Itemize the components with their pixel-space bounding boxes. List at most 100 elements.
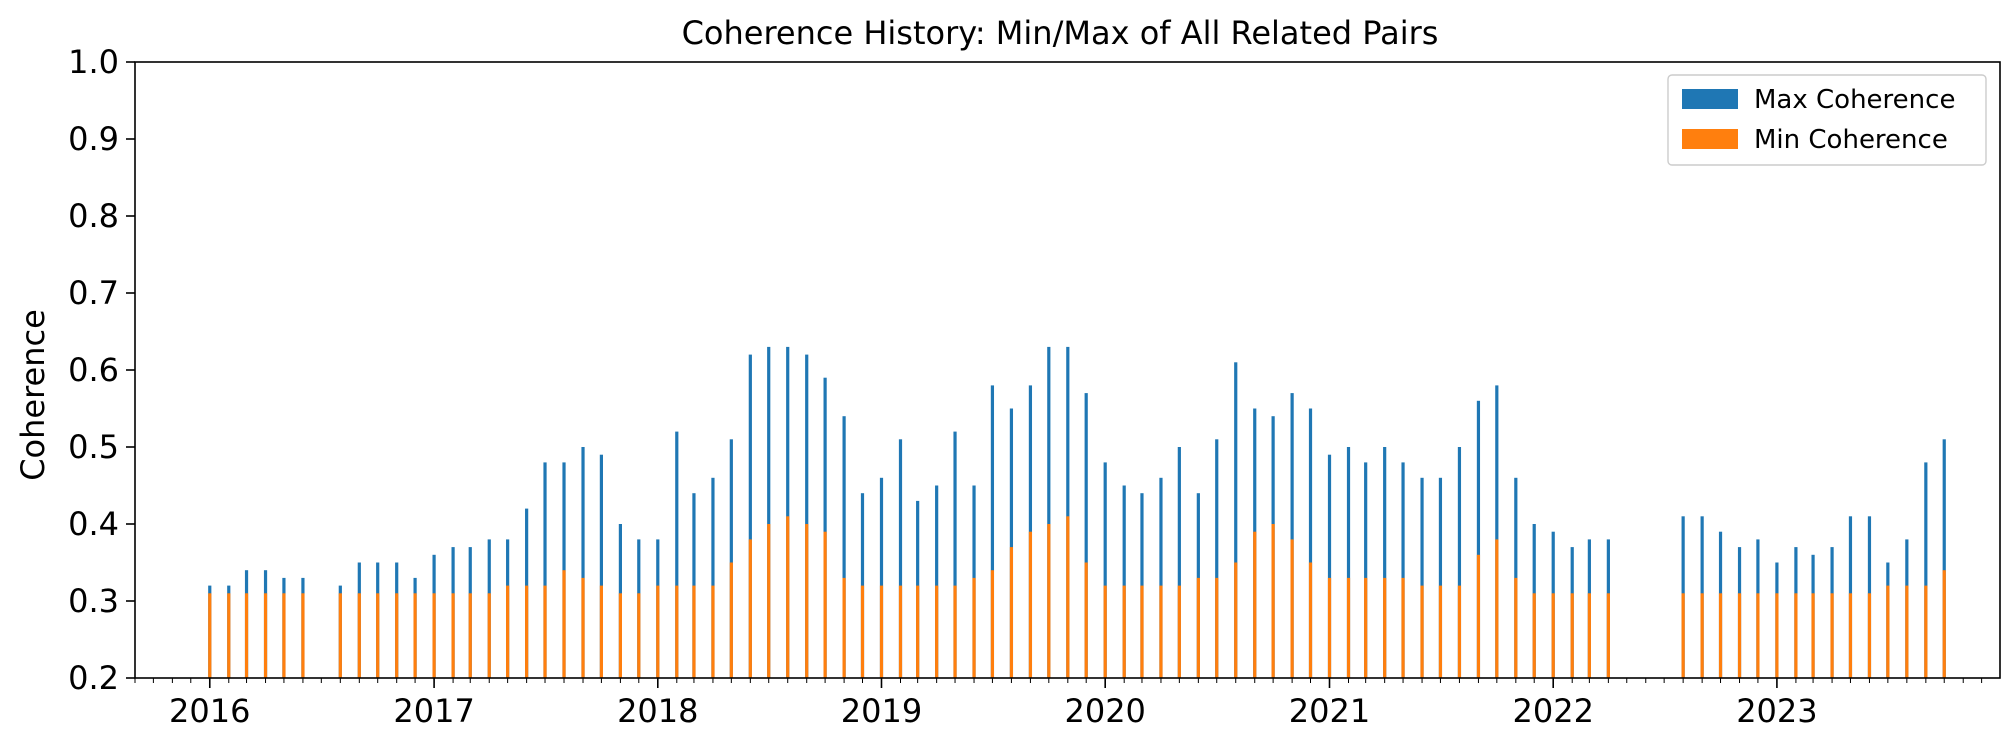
min-coherence-bar <box>1420 585 1424 678</box>
min-coherence-bar <box>675 585 679 678</box>
max-coherence-bar <box>748 354 752 678</box>
min-coherence-bar <box>432 593 436 678</box>
max-coherence-bar <box>1308 408 1313 678</box>
y-tick-label: 0.5 <box>68 428 119 466</box>
max-coherence-bar <box>1009 408 1014 678</box>
min-coherence-bar <box>543 585 547 678</box>
max-coherence-bar <box>1103 462 1107 678</box>
min-coherence-bar <box>1383 577 1387 678</box>
min-coherence-bar <box>395 593 399 678</box>
min-coherence-bar <box>1009 547 1014 678</box>
min-coherence-bar <box>842 577 846 678</box>
min-coherence-bar <box>1830 593 1834 678</box>
min-coherence-bar <box>1794 593 1798 678</box>
max-coherence-bar <box>1401 462 1405 678</box>
min-coherence-bar <box>1401 577 1405 678</box>
min-coherence-bar <box>729 562 733 678</box>
x-tick-label: 2020 <box>1064 692 1145 730</box>
max-coherence-bar <box>729 439 733 678</box>
min-coherence-bar <box>282 593 286 678</box>
max-coherence-bar <box>599 454 603 678</box>
max-coherence-bar <box>1420 477 1424 678</box>
min-coherence-bar <box>1215 577 1219 678</box>
min-coherence-bar <box>953 585 957 678</box>
legend-label: Max Coherence <box>1754 85 1955 115</box>
max-coherence-bar <box>823 377 827 678</box>
min-coherence-bar <box>581 577 585 678</box>
max-coherence-bar <box>1215 439 1219 678</box>
max-coherence-bar <box>990 385 995 678</box>
min-coherence-bar <box>227 593 231 678</box>
max-coherence-bar <box>898 439 903 678</box>
y-tick-label: 1.0 <box>68 43 119 81</box>
min-coherence-bar <box>1681 593 1685 678</box>
min-coherence-bar <box>487 593 491 678</box>
min-coherence-bar <box>1570 593 1574 678</box>
x-tick-label: 2022 <box>1512 692 1593 730</box>
min-coherence-bar <box>1308 562 1313 678</box>
min-coherence-bar <box>1848 593 1853 678</box>
max-coherence-bar <box>1457 447 1462 678</box>
min-coherence-bar <box>618 593 622 678</box>
min-coherence-bar <box>879 585 884 678</box>
min-coherence-bar <box>692 585 696 678</box>
min-coherence-bar <box>1047 524 1051 678</box>
x-tick-label: 2017 <box>393 692 474 730</box>
min-coherence-bar <box>413 593 417 678</box>
min-coherence-bar <box>263 593 268 678</box>
legend-swatch <box>1682 89 1738 109</box>
min-coherence-bar <box>1159 585 1163 678</box>
max-coherence-bar <box>842 416 846 678</box>
min-coherence-bar <box>357 593 361 678</box>
min-coherence-bar <box>1587 593 1591 678</box>
min-coherence-bar <box>1700 593 1704 678</box>
min-coherence-bar <box>637 593 641 678</box>
y-tick-label: 0.6 <box>68 351 119 389</box>
max-coherence-bar <box>1383 447 1387 678</box>
max-coherence-bar <box>1346 447 1351 678</box>
min-coherence-bar <box>1942 570 1946 678</box>
min-coherence-bar <box>1905 585 1909 678</box>
min-coherence-bar <box>1177 585 1181 678</box>
min-coherence-bar <box>1253 531 1257 678</box>
chart-title: Coherence History: Min/Max of All Relate… <box>682 14 1439 52</box>
max-coherence-bar <box>1159 477 1163 678</box>
max-coherence-bar <box>543 462 547 678</box>
legend-box <box>1667 74 1987 166</box>
max-coherence-bar <box>1476 400 1481 678</box>
max-coherence-bar <box>879 477 884 678</box>
min-coherence-bar <box>1290 539 1294 678</box>
max-coherence-bar <box>675 431 679 678</box>
min-coherence-bar <box>1886 585 1890 678</box>
min-coherence-bar <box>451 593 455 678</box>
min-coherence-bar <box>1867 593 1872 678</box>
max-coherence-bar <box>1495 385 1499 678</box>
min-coherence-bar <box>244 593 249 678</box>
min-coherence-bar <box>1234 562 1238 678</box>
min-coherence-bar <box>916 585 920 678</box>
min-coherence-bar <box>1140 585 1144 678</box>
x-tick-label: 2019 <box>841 692 922 730</box>
max-coherence-bar <box>1327 454 1332 678</box>
min-coherence-bar <box>1495 539 1499 678</box>
max-coherence-bar <box>1438 477 1443 678</box>
min-coherence-bar <box>860 585 865 678</box>
min-coherence-bar <box>1103 585 1107 678</box>
max-coherence-bar <box>1122 485 1126 678</box>
min-coherence-bar <box>990 570 995 678</box>
x-tick-label: 2021 <box>1289 692 1370 730</box>
max-coherence-bar <box>1364 462 1368 678</box>
min-coherence-bar <box>562 570 566 678</box>
min-coherence-bar <box>506 585 510 678</box>
min-coherence-bar <box>1327 577 1332 678</box>
max-coherence-bar <box>1290 393 1294 678</box>
min-coherence-bar <box>656 585 660 678</box>
min-coherence-bar <box>805 524 809 678</box>
min-coherence-bar <box>376 593 380 678</box>
y-axis-label: Coherence <box>14 309 52 481</box>
min-coherence-bar <box>468 593 472 678</box>
axes-layer: 0.2 0.3 0.4 0.5 0.6 0.7 0.8 0.9 1.0 2016 2017 2018 2… <box>68 43 2001 730</box>
min-coherence-bar <box>748 539 752 678</box>
min-coherence-bar <box>767 524 771 678</box>
min-coherence-bar <box>1084 562 1088 678</box>
